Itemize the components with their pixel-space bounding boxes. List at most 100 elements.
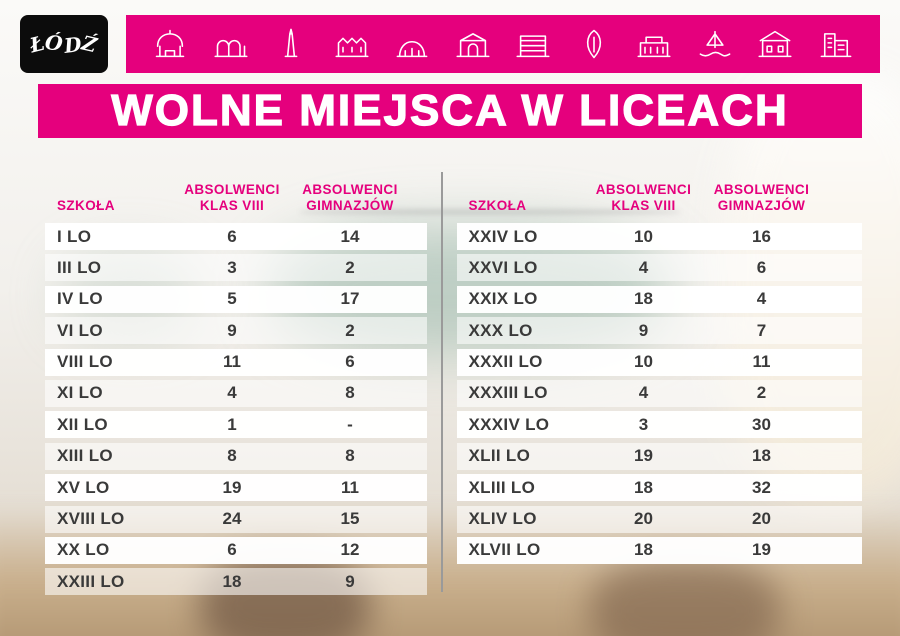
table-row: XIII LO 8 8 [45,442,427,470]
lodz-city-logo: ŁÓDŹ [20,15,108,73]
gimnazjow-value: 11 [752,352,771,372]
school-name: XII LO [57,414,108,434]
school-name: I LO [57,226,92,246]
gimnazjow-value: 16 [752,226,771,246]
right-table-rows: XXIV LO 10 16 XXVI LO 4 6 XXIX LO 18 4 XXX LO 9 7 XX… [456,223,862,568]
arches-icon [213,26,249,62]
slab-building-icon [515,26,551,62]
klas-viii-value: 19 [634,446,653,466]
school-name: XXIII LO [57,571,125,591]
school-name: VI LO [57,320,103,340]
klas-viii-value: 18 [634,477,653,497]
klas-viii-value: 3 [638,414,649,434]
table-row: VIII LO 11 6 [45,348,427,376]
table-row: XII LO 1 - [45,411,427,439]
gate-building-icon [455,26,491,62]
table-row: XX LO 6 12 [45,536,427,564]
klas-viii-value: 20 [634,509,653,529]
column-header-school: SZKOŁA [468,198,527,214]
table-row: XLII LO 19 18 [456,442,862,470]
school-name: XVIII LO [57,509,125,529]
gimnazjow-value: 7 [756,320,767,340]
manufaktura-icon [334,26,370,62]
gimnazjow-value: 6 [756,257,767,277]
gimnazjow-value: 32 [752,477,771,497]
school-name: XI LO [57,383,103,403]
table-row: XXX LO 9 7 [456,317,862,345]
table-row: XXIX LO 18 4 [456,285,862,313]
gimnazjow-value: 19 [752,540,771,560]
title-banner: WOLNE MIEJSCA W LICEACH [38,84,862,138]
gimnazjow-value: - [347,414,353,434]
table-row: IV LO 5 17 [45,285,427,313]
school-name: XXVI LO [468,257,538,277]
left-table-rows: I LO 6 14 III LO 3 2 IV LO 5 17 VI LO 9 2 VIII LO 11 6… [45,223,427,600]
office-building-icon [818,26,854,62]
klas-viii-value: 19 [222,477,242,497]
background-board-edge [300,210,680,214]
klas-viii-value: 6 [227,540,237,560]
klas-viii-value: 4 [638,257,649,277]
school-name: XLVII LO [468,540,541,560]
gimnazjow-value: 8 [345,446,355,466]
school-name: XLIV LO [468,509,537,529]
gimnazjow-value: 8 [345,383,355,403]
table-row: XXIII LO 18 9 [45,568,427,596]
klas-viii-value: 18 [222,571,242,591]
klas-viii-value: 8 [227,446,237,466]
school-name: XX LO [57,540,110,560]
background-chair [590,561,780,636]
klas-viii-value: 10 [634,226,653,246]
klas-viii-value: 4 [638,383,649,403]
arena-icon [394,26,430,62]
landmark-icon-strip [126,15,880,73]
column-header-gimnazjow: ABSOLWENCI GIMNAZJÓW [302,182,398,214]
table-row: XXIV LO 10 16 [456,223,862,250]
table-row: XI LO 4 8 [45,379,427,407]
klas-viii-value: 24 [222,509,242,529]
school-name: XXXII LO [468,352,543,372]
klas-viii-value: 5 [227,289,237,309]
column-header-klas-viii: ABSOLWENCI KLAS VIII [184,182,280,214]
school-name: XIII LO [57,446,113,466]
villa-icon [757,26,793,62]
gimnazjow-value: 17 [340,289,360,309]
tables-area: SZKOŁA ABSOLWENCI KLAS VIII ABSOLWENCI G… [45,158,862,600]
gimnazjow-value: 4 [756,289,767,309]
marina-icon [697,26,733,62]
table-row: XXVI LO 4 6 [456,254,862,282]
gimnazjow-value: 15 [340,509,360,529]
gimnazjow-value: 9 [345,571,355,591]
gimnazjow-value: 11 [341,477,359,497]
table-row: XVIII LO 24 15 [45,505,427,533]
klas-viii-value: 18 [634,540,653,560]
school-name: XXIV LO [468,226,538,246]
school-name: III LO [57,257,102,277]
top-bar: ŁÓDŹ [20,15,880,73]
monument-icon [273,26,309,62]
column-header-school: SZKOŁA [57,198,115,214]
table-row: XXXII LO 10 11 [456,348,862,376]
klas-viii-value: 4 [227,383,237,403]
gimnazjow-value: 30 [752,414,771,434]
gimnazjow-value: 14 [340,226,360,246]
school-name: XXXIII LO [468,383,548,403]
leaf-icon [576,26,612,62]
table-row: XXXIV LO 3 30 [456,411,862,439]
table-row: III LO 3 2 [45,254,427,282]
table-row: XLVII LO 18 19 [456,536,862,564]
gimnazjow-value: 2 [345,320,355,340]
klas-viii-value: 10 [634,352,653,372]
school-name: XXIX LO [468,289,538,309]
left-table-header: SZKOŁA ABSOLWENCI KLAS VIII ABSOLWENCI G… [45,158,427,214]
klas-viii-value: 9 [227,320,237,340]
school-name: XXX LO [468,320,533,340]
gimnazjow-value: 2 [345,257,355,277]
market-hall-icon [152,26,188,62]
klas-viii-value: 1 [227,414,237,434]
school-name: XV LO [57,477,110,497]
left-table: SZKOŁA ABSOLWENCI KLAS VIII ABSOLWENCI G… [45,158,427,600]
column-header-gimnazjow: ABSOLWENCI GIMNAZJÓW [713,182,810,214]
table-row: I LO 6 14 [45,223,427,250]
